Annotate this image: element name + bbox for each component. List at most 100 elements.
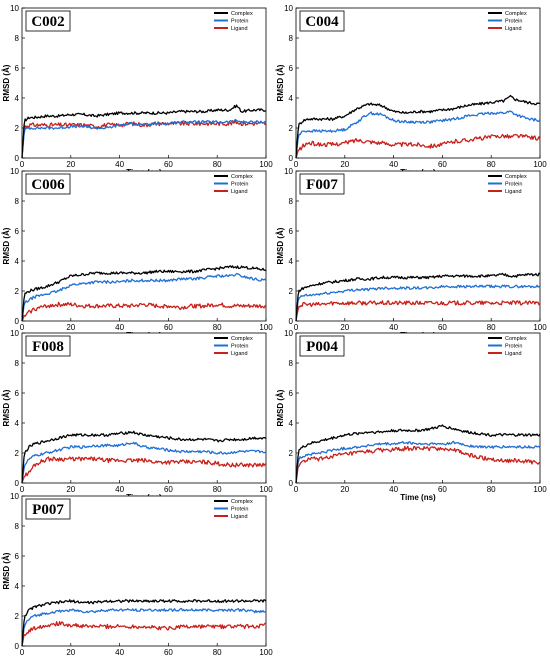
x-tick-label: 40 xyxy=(115,485,124,494)
series-line-ligand xyxy=(295,300,541,322)
x-tick-label: 0 xyxy=(20,323,25,332)
panel-label: F008 xyxy=(32,339,64,355)
panel-label: P007 xyxy=(32,502,64,518)
panel-label-box xyxy=(299,335,345,357)
series-line-complex xyxy=(21,104,267,159)
y-tick-label: 0 xyxy=(289,317,294,326)
x-tick-label: 60 xyxy=(164,485,173,494)
y-tick-label: 10 xyxy=(284,329,293,338)
panel-label-box xyxy=(25,498,71,520)
x-tick-label: 0 xyxy=(20,485,25,494)
x-tick-label: 20 xyxy=(66,485,75,494)
panel-label-box xyxy=(25,335,71,357)
legend-label-protein: Protein xyxy=(505,182,522,188)
x-tick-label: 0 xyxy=(294,160,299,169)
y-tick-label: 6 xyxy=(289,389,294,398)
y-axis-label: RMSD (Å) xyxy=(2,552,11,589)
y-tick-label: 10 xyxy=(10,329,19,338)
legend-label-complex: Complex xyxy=(231,499,253,505)
series-line-protein xyxy=(21,441,267,484)
legend-label-protein: Protein xyxy=(231,507,248,513)
y-tick-label: 6 xyxy=(15,64,20,73)
legend-label-protein: Protein xyxy=(505,19,522,25)
x-tick-label: 60 xyxy=(164,323,173,332)
y-axis-label: RMSD (Å) xyxy=(2,64,11,101)
series-line-complex xyxy=(295,272,541,322)
x-tick-label: 80 xyxy=(213,648,222,656)
x-tick-label: 80 xyxy=(213,323,222,332)
y-tick-label: 0 xyxy=(15,479,20,488)
panel-label: C006 xyxy=(31,177,65,193)
y-tick-label: 10 xyxy=(284,167,293,176)
series-line-complex xyxy=(21,599,267,647)
plot-frame xyxy=(295,170,541,322)
x-tick-label: 20 xyxy=(66,160,75,169)
x-tick-label: 80 xyxy=(213,160,222,169)
y-tick-label: 0 xyxy=(15,317,20,326)
y-tick-label: 6 xyxy=(15,552,20,561)
y-tick-label: 8 xyxy=(289,359,294,368)
x-tick-label: 60 xyxy=(164,648,173,656)
y-tick-label: 2 xyxy=(289,449,294,458)
x-tick-label: 60 xyxy=(438,485,447,494)
series-line-complex xyxy=(295,424,541,484)
series-line-ligand xyxy=(21,621,267,647)
y-tick-label: 2 xyxy=(15,124,20,133)
y-tick-label: 10 xyxy=(10,167,19,176)
legend-label-ligand: Ligand xyxy=(505,351,522,357)
series-line-ligand xyxy=(21,119,267,159)
plot-frame xyxy=(21,495,267,647)
y-tick-label: 8 xyxy=(15,522,20,531)
y-tick-label: 4 xyxy=(289,257,294,266)
y-tick-label: 10 xyxy=(10,492,19,501)
x-tick-label: 40 xyxy=(389,485,398,494)
y-tick-label: 6 xyxy=(15,389,20,398)
x-tick-label: 100 xyxy=(533,485,547,494)
legend-label-ligand: Ligand xyxy=(231,514,248,520)
series-line-complex xyxy=(21,265,267,322)
x-tick-label: 100 xyxy=(259,323,273,332)
legend-label-protein: Protein xyxy=(231,182,248,188)
x-tick-label: 40 xyxy=(115,648,124,656)
series-line-protein xyxy=(21,608,267,647)
y-tick-label: 8 xyxy=(15,34,20,43)
x-tick-label: 20 xyxy=(340,323,349,332)
legend-label-ligand: Ligand xyxy=(505,189,522,195)
series-line-protein xyxy=(295,110,541,159)
x-tick-label: 0 xyxy=(20,160,25,169)
x-tick-label: 60 xyxy=(164,160,173,169)
plot-frame xyxy=(21,332,267,484)
y-tick-label: 0 xyxy=(15,642,20,651)
legend-label-complex: Complex xyxy=(231,336,253,342)
x-tick-label: 20 xyxy=(66,323,75,332)
x-tick-label: 100 xyxy=(259,160,273,169)
x-axis-label: Time (ns) xyxy=(400,493,436,502)
legend-label-complex: Complex xyxy=(231,11,253,17)
y-tick-label: 4 xyxy=(15,582,20,591)
panel-label: P004 xyxy=(306,339,338,355)
y-axis-label: RMSD (Å) xyxy=(276,64,285,101)
panel-label-box xyxy=(25,10,71,32)
y-tick-label: 4 xyxy=(15,419,20,428)
legend-label-complex: Complex xyxy=(505,11,527,17)
y-axis-label: RMSD (Å) xyxy=(2,227,11,264)
series-line-ligand xyxy=(295,445,541,484)
legend-label-ligand: Ligand xyxy=(231,26,248,32)
y-tick-label: 2 xyxy=(289,124,294,133)
x-tick-label: 60 xyxy=(438,160,447,169)
y-tick-label: 0 xyxy=(289,479,294,488)
legend-label-complex: Complex xyxy=(231,174,253,180)
x-tick-label: 20 xyxy=(66,648,75,656)
y-axis-label: RMSD (Å) xyxy=(276,389,285,426)
plot-frame xyxy=(21,7,267,159)
x-tick-label: 100 xyxy=(533,323,547,332)
x-tick-label: 0 xyxy=(294,323,299,332)
y-axis-label: RMSD (Å) xyxy=(2,389,11,426)
x-tick-label: 40 xyxy=(389,160,398,169)
x-tick-label: 80 xyxy=(487,160,496,169)
